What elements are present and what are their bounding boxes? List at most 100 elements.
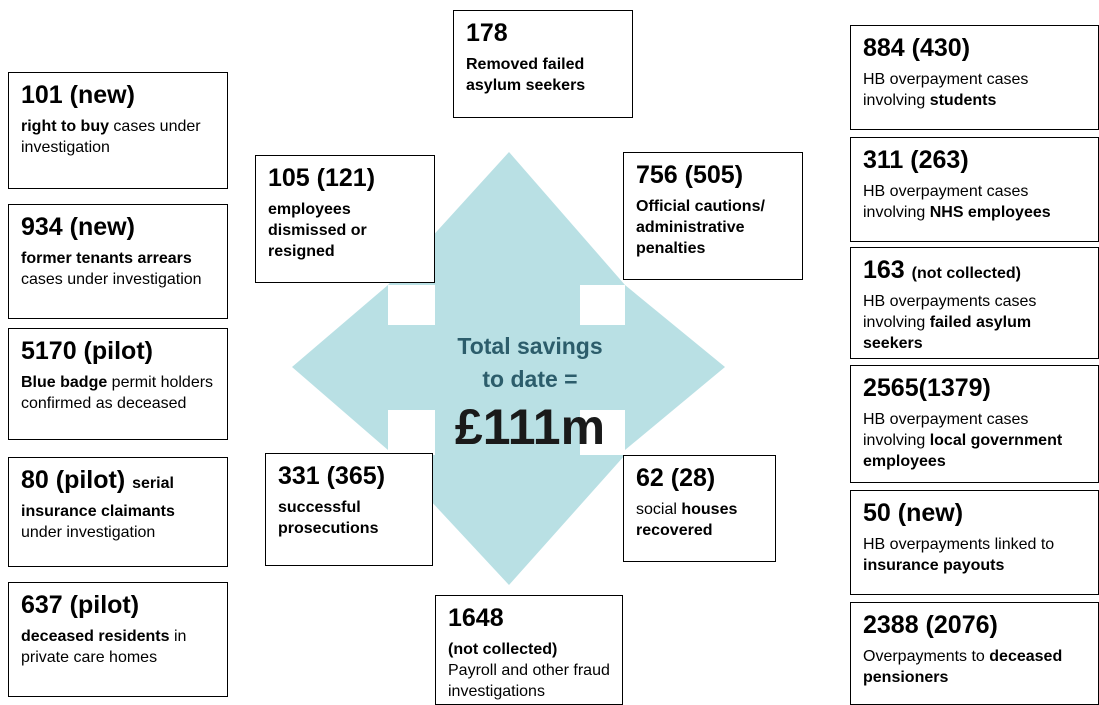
headline: 1648 [448,604,610,633]
description-text: former tenants arrears [21,250,192,267]
description-text: under investigation [21,524,156,541]
headline: 62 (28) [636,464,763,493]
info-box: 2565(1379) HB overpayment cases involving… [850,365,1099,483]
info-box: 884 (430) HB overpayment cases involving … [850,25,1099,130]
headline-number: 178 [466,19,508,47]
headline: 163 (not collected) [863,256,1086,285]
description: Overpayments to deceased pensioners [863,646,1086,688]
description: HB overpayment cases involving local gov… [863,409,1086,472]
description: successful prosecutions [278,497,420,539]
description: (not collected) Payroll and other fraud i… [448,639,610,702]
description: Blue badge permit holders confirmed as d… [21,372,215,414]
description-text: Overpayments to [863,648,990,665]
description-text: permit holders confirmed as deceased [21,374,214,412]
info-box: 756 (505) Official cautions/ administrati… [623,152,803,280]
description: HB overpayment cases involving NHS emplo… [863,181,1086,223]
headline-number: 62 (28) [636,464,716,492]
headline: 934 (new) [21,213,215,242]
center-amount: £111m [454,399,606,455]
description-text: HB overpayments linked to [863,536,1055,553]
headline-number: 884 (430) [863,34,971,62]
description-text: houses recovered [636,501,738,539]
headline-number: 2565(1379) [863,374,991,402]
description-text: local government employees [863,432,1063,470]
info-box: 62 (28) social houses recovered [623,455,776,562]
description-text: Payroll and other fraud investigations [448,662,610,700]
headline: 80 (pilot) serial [21,466,215,495]
description-text: HB overpayment cases involving [863,183,1029,221]
description-text: HB overpayment cases involving [863,71,1029,109]
headline-number: 331 (365) [278,462,386,490]
description-text: employees dismissed or resigned [268,201,367,260]
description-text: cases under investigation [21,271,202,288]
description-text: NHS employees [929,204,1051,221]
info-box: 50 (new) HB overpayments linked to insura… [850,490,1099,595]
headline: 178 [466,19,620,48]
description: former tenants arrears cases under inves… [21,248,215,290]
headline-number: 105 (121) [268,164,376,192]
description-text: in private care homes [21,628,187,666]
headline-number: 5170 (pilot) [21,337,153,365]
description-text: insurance claimants [21,503,175,520]
headline: 331 (365) [278,462,420,491]
headline: 50 (new) [863,499,1086,528]
headline-number: 637 (pilot) [21,591,140,619]
info-box: 331 (365) successful prosecutions [265,453,433,566]
info-box: 163 (not collected) HB overpayments cases… [850,247,1099,359]
description-text: Blue badge [21,374,108,391]
headline-number: 1648 [448,604,504,632]
headline-number: 311 (263) [863,146,969,174]
info-box: 1648 (not collected) Payroll and other fra… [435,595,623,705]
info-box: 2388 (2076) Overpayments to deceased pens… [850,602,1099,705]
description: Official cautions/ administrative penalt… [636,196,790,259]
description-text: insurance payouts [863,557,1005,574]
info-box: 637 (pilot) deceased residents in private… [8,582,228,697]
headline-number: 101 (new) [21,81,135,109]
headline-note: (not collected) [911,265,1022,282]
headline: 2388 (2076) [863,611,1086,640]
headline: 2565(1379) [863,374,1086,403]
headline: 105 (121) [268,164,422,193]
headline-number: 80 (pilot) [21,466,126,494]
headline-number: 756 (505) [636,161,744,189]
info-box: 101 (new) right to buy cases under invest… [8,72,228,189]
description: Removed failed asylum seekers [466,54,620,96]
info-box: 80 (pilot) serial insurance claimants und… [8,457,228,567]
description: employees dismissed or resigned [268,199,422,262]
info-box: 178 Removed failed asylum seekers [453,10,633,118]
info-box: 5170 (pilot) Blue badge permit holders co… [8,328,228,440]
headline: 756 (505) [636,161,790,190]
four-way-arrow [292,152,725,585]
headline-number: 50 (new) [863,499,964,527]
description-text: social [636,501,682,518]
description-text: students [929,92,997,109]
description: HB overpayment cases involving students [863,69,1086,111]
center-text: Total savings to date = [430,330,630,396]
description-text: deceased residents [21,628,170,645]
info-box: 934 (new) former tenants arrears cases un… [8,204,228,319]
description-text: Removed failed asylum seekers [466,56,586,94]
headline: 637 (pilot) [21,591,215,620]
headline-note: serial [132,475,174,492]
headline-number: 163 [863,256,905,284]
description-text: cases under investigation [21,118,201,156]
description: social houses recovered [636,499,763,541]
headline-number: 934 (new) [21,213,135,241]
description: deceased residents in private care homes [21,626,215,668]
description-text: HB overpayments cases involving [863,293,1037,331]
description-text: HB overpayment cases involving [863,411,1029,449]
description-text: successful prosecutions [278,499,379,537]
description-text: deceased pensioners [863,648,1063,686]
headline: 101 (new) [21,81,215,110]
headline: 884 (430) [863,34,1086,63]
headline: 5170 (pilot) [21,337,215,366]
description: right to buy cases under investigation [21,116,215,158]
center-line: to date = [482,366,578,392]
description: HB overpayments linked to insurance payo… [863,534,1086,576]
description-text: (not collected) [448,641,558,658]
description-text: Official cautions/ administrative penalt… [636,198,765,257]
info-box: 311 (263) HB overpayment cases involving … [850,137,1099,242]
center-line: Total savings [457,333,603,359]
